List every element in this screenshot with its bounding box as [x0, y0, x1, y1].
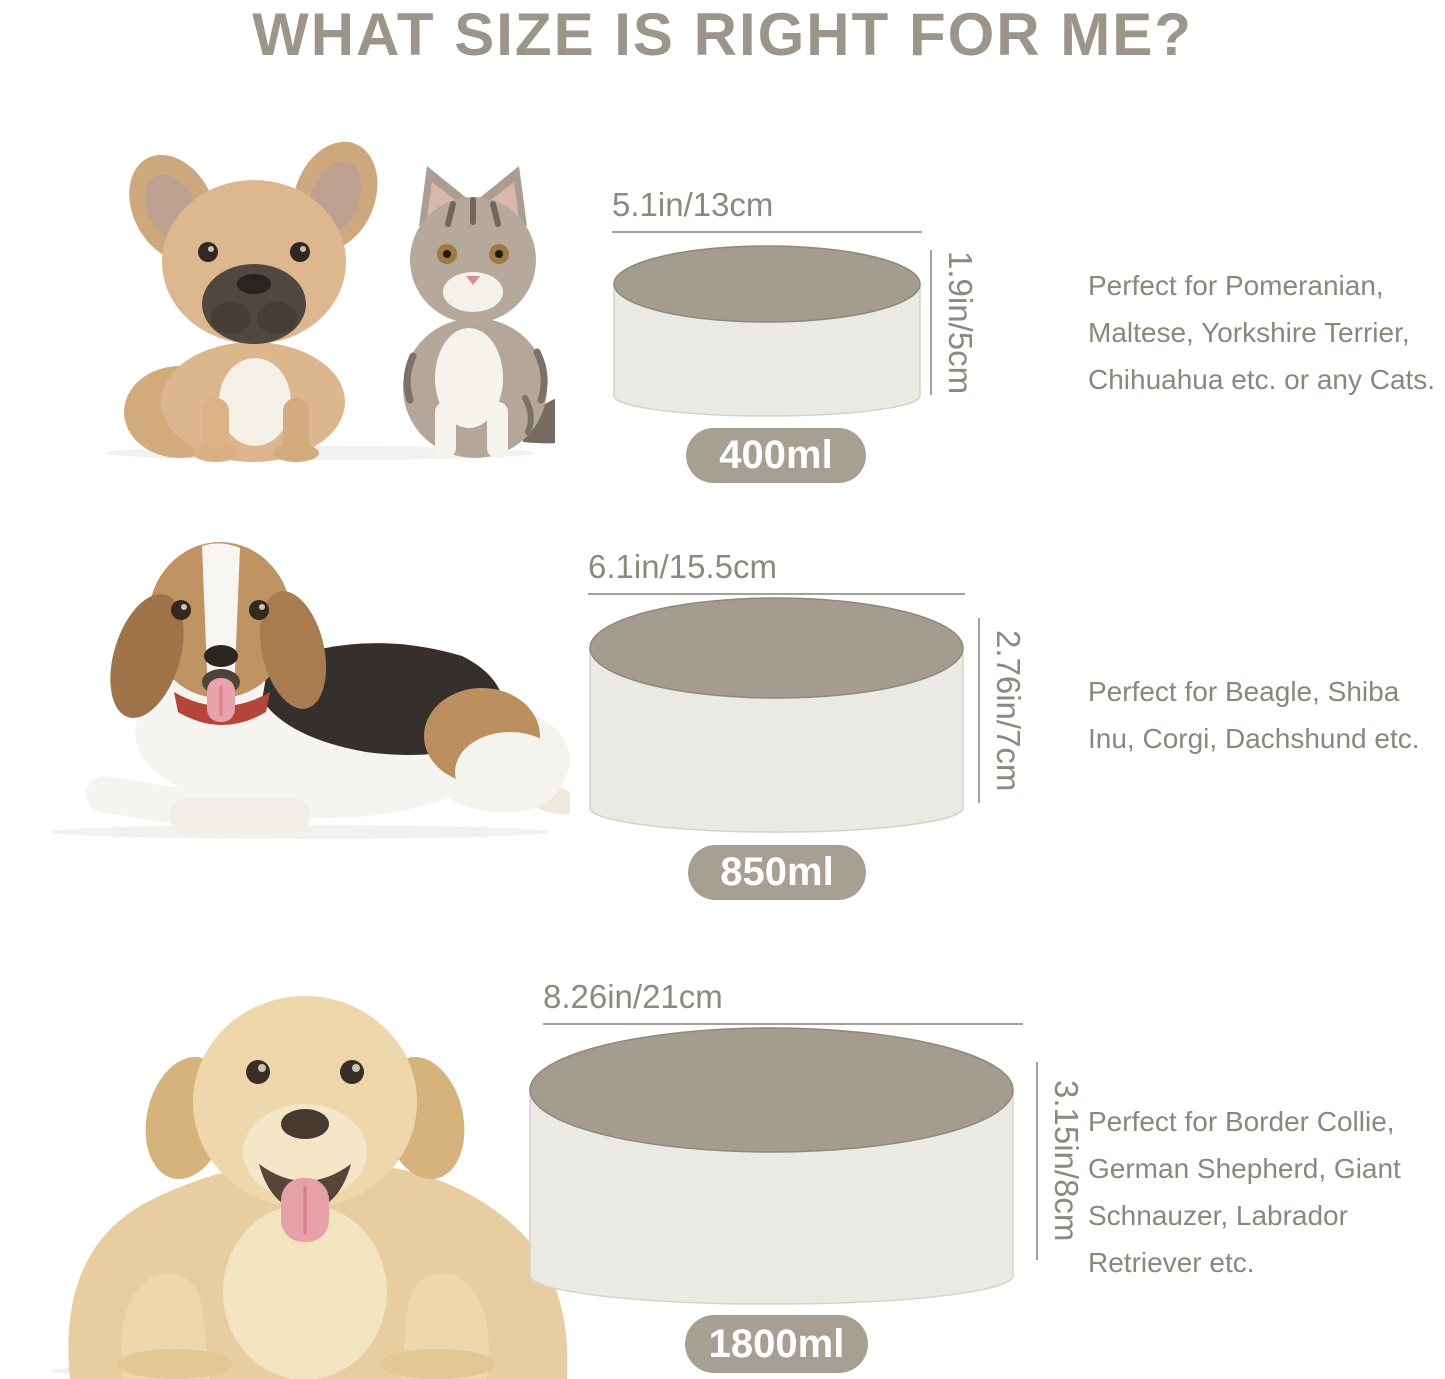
- page-title: WHAT SIZE IS RIGHT FOR ME?: [252, 1, 1193, 68]
- width-measurement-large: 8.26in/21cm: [543, 978, 1023, 1025]
- height-measurement-small: 1.9in/5cm: [930, 250, 979, 395]
- width-label-large: 8.26in/21cm: [543, 978, 723, 1015]
- description-small: Perfect for Pomeranian, Maltese, Yorkshi…: [1088, 270, 1436, 395]
- height-label-large: 3.15in/8cm: [1048, 1080, 1085, 1242]
- large-bowl-illustration: [529, 1027, 1014, 1305]
- height-measure-line: [1036, 1062, 1038, 1260]
- kitten-illustration: [403, 166, 555, 458]
- medium-bowl-illustration: [589, 597, 964, 833]
- height-measurement-large: 3.15in/8cm: [1036, 1062, 1085, 1260]
- small-bowl-illustration: [613, 245, 921, 417]
- description-large: Perfect for Border Collie, German Shephe…: [1088, 1106, 1401, 1278]
- labrador-photo: [50, 996, 568, 1379]
- height-measure-line: [930, 250, 932, 395]
- width-label-small: 5.1in/13cm: [612, 186, 774, 223]
- beagle-illustration: [85, 542, 570, 834]
- description-medium: Perfect for Beagle, Shiba Inu, Corgi, Da…: [1088, 676, 1420, 754]
- volume-badge-medium: 850ml: [688, 845, 866, 900]
- volume-label-medium: 850ml: [720, 850, 834, 894]
- french-bulldog-illustration: [124, 141, 378, 462]
- height-label-small: 1.9in/5cm: [942, 250, 979, 395]
- volume-label-large: 1800ml: [708, 1321, 845, 1366]
- volume-label-small: 400ml: [719, 433, 833, 477]
- labrador-illustration: [68, 996, 568, 1379]
- height-measurement-medium: 2.76in/7cm: [978, 618, 1027, 803]
- height-measure-line: [978, 618, 980, 803]
- height-label-medium: 2.76in/7cm: [990, 629, 1027, 792]
- beagle-photo: [50, 542, 570, 839]
- width-measurement-medium: 6.1in/15.5cm: [588, 548, 965, 595]
- width-label-medium: 6.1in/15.5cm: [588, 548, 777, 585]
- width-measurement-small: 5.1in/13cm: [612, 186, 922, 233]
- volume-badge-small: 400ml: [686, 428, 866, 483]
- volume-badge-large: 1800ml: [685, 1315, 868, 1373]
- puppy-and-kitten-photo: [105, 141, 555, 462]
